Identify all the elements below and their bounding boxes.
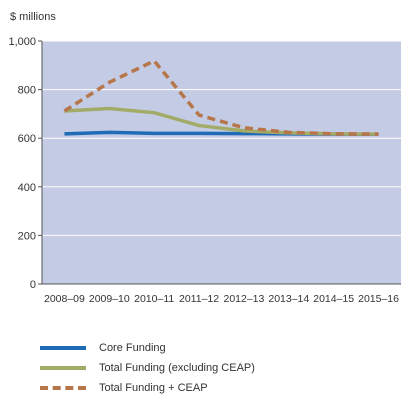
legend-swatch-total-funding-ceap [40,386,86,390]
y-tick-label: 1,000 [8,36,36,48]
x-tick-labels: 2008–09 2009–10 2010–11 2011–12 2012–13 2013–… [44,293,399,305]
legend-label: Total Funding (excluding CEAP) [99,362,255,374]
legend-label: Total Funding + CEAP [99,382,208,394]
x-tick-label: 2015–16 [358,293,399,305]
axes [41,41,401,285]
y-tick-label: 0 [30,279,36,291]
legend-swatch-total-funding [40,366,86,370]
y-tick-labels: 0 200 400 600 800 1,000 [8,36,42,291]
legend-item-total-funding-excluding-ceap: Total Funding (excluding CEAP) [40,358,255,378]
x-tick-label: 2008–09 [44,293,85,305]
y-tick-label: 400 [18,182,36,194]
legend-label: Core Funding [99,342,166,354]
x-tick-label: 2011–12 [179,293,219,305]
legend-swatch-core-funding [40,346,86,350]
plot-area [42,41,401,284]
series-line-total-funding-ceap [63,59,379,136]
y-axis-label: $ millions [10,11,56,23]
y-tick-label: 600 [18,133,36,145]
series-lines [63,59,379,137]
x-tick-label: 2012–13 [223,293,264,305]
legend: Core Funding Total Funding (excluding CE… [40,338,255,398]
x-tick-label: 2013–14 [268,293,309,305]
x-tick-label: 2009–10 [89,293,130,305]
y-tick-label: 200 [18,230,36,242]
x-tick-label: 2010–11 [134,293,174,305]
x-tick-label: 2014–15 [313,293,354,305]
y-tick-label: 800 [18,85,36,97]
legend-item-total-funding-ceap: Total Funding + CEAP [40,378,255,398]
legend-item-core-funding: Core Funding [40,338,255,358]
gridlines [42,40,401,236]
